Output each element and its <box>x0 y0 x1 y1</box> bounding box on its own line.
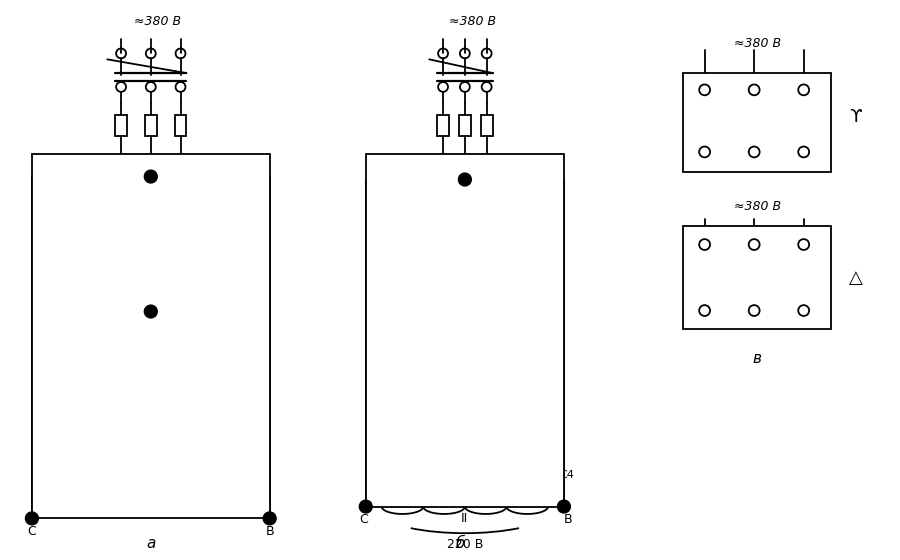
Circle shape <box>359 500 373 513</box>
Text: △: △ <box>850 269 863 287</box>
Text: ϒ: ϒ <box>850 109 862 127</box>
Text: C2: C2 <box>527 496 542 506</box>
Text: 4: 4 <box>751 162 758 172</box>
Circle shape <box>263 512 276 525</box>
Text: C: C <box>359 513 368 526</box>
Bar <box>683 226 832 329</box>
Text: 220 В: 220 В <box>446 538 483 550</box>
Text: б: б <box>455 535 464 550</box>
Text: II: II <box>461 512 469 525</box>
Text: H: H <box>542 480 550 490</box>
Text: C6: C6 <box>44 490 58 500</box>
Bar <box>481 114 492 136</box>
Bar <box>683 73 832 171</box>
Text: ≈380 В: ≈380 В <box>734 199 780 213</box>
Text: I: I <box>173 237 176 250</box>
Text: 3: 3 <box>811 85 817 95</box>
Text: A: A <box>461 157 469 170</box>
Text: 5: 5 <box>800 320 807 330</box>
Text: C1: C1 <box>471 186 486 197</box>
Text: 380 В: 380 В <box>48 244 84 257</box>
Text: C2: C2 <box>166 318 181 328</box>
Text: C3: C3 <box>156 315 170 324</box>
Text: 0: 0 <box>137 301 145 314</box>
Text: II: II <box>210 412 217 424</box>
Text: 3: 3 <box>811 240 817 250</box>
Text: 2: 2 <box>761 85 769 95</box>
Text: III: III <box>385 332 397 344</box>
Bar <box>175 114 186 136</box>
Text: ≈380 В: ≈380 В <box>734 37 780 50</box>
Circle shape <box>25 512 39 525</box>
Text: III: III <box>80 412 91 424</box>
Circle shape <box>144 170 158 183</box>
Text: A: A <box>130 166 139 179</box>
Text: C4: C4 <box>559 470 574 480</box>
Text: B: B <box>266 525 274 538</box>
Text: C1: C1 <box>167 297 183 307</box>
Text: H: H <box>380 480 388 490</box>
Text: C: C <box>28 525 36 538</box>
Text: в: в <box>752 351 761 366</box>
Text: C6: C6 <box>438 186 453 197</box>
Text: 4: 4 <box>751 320 758 330</box>
Text: K: K <box>543 470 550 480</box>
Circle shape <box>458 173 472 186</box>
Text: 6: 6 <box>701 320 708 330</box>
Bar <box>459 114 471 136</box>
Text: C5: C5 <box>241 490 256 500</box>
Text: C5: C5 <box>388 496 402 506</box>
Text: ≈380 В: ≈380 В <box>134 15 181 29</box>
Circle shape <box>144 305 158 318</box>
Text: 5: 5 <box>800 162 807 172</box>
Text: C3: C3 <box>378 470 392 480</box>
Text: B: B <box>563 513 572 526</box>
Text: ≈380 В: ≈380 В <box>449 15 496 29</box>
Bar <box>115 114 127 136</box>
Text: K: K <box>380 490 387 500</box>
Text: 2: 2 <box>761 240 769 250</box>
Text: 220 В: 220 В <box>219 221 251 231</box>
Text: I: I <box>533 332 536 344</box>
Text: 1: 1 <box>712 85 718 95</box>
Bar <box>145 114 157 136</box>
Text: 1: 1 <box>712 240 718 250</box>
Bar <box>365 154 564 507</box>
Bar <box>437 114 449 136</box>
Text: а: а <box>146 535 156 550</box>
Text: C4: C4 <box>167 183 183 193</box>
Bar <box>32 154 270 519</box>
Circle shape <box>557 500 571 513</box>
Text: 6: 6 <box>701 162 708 172</box>
